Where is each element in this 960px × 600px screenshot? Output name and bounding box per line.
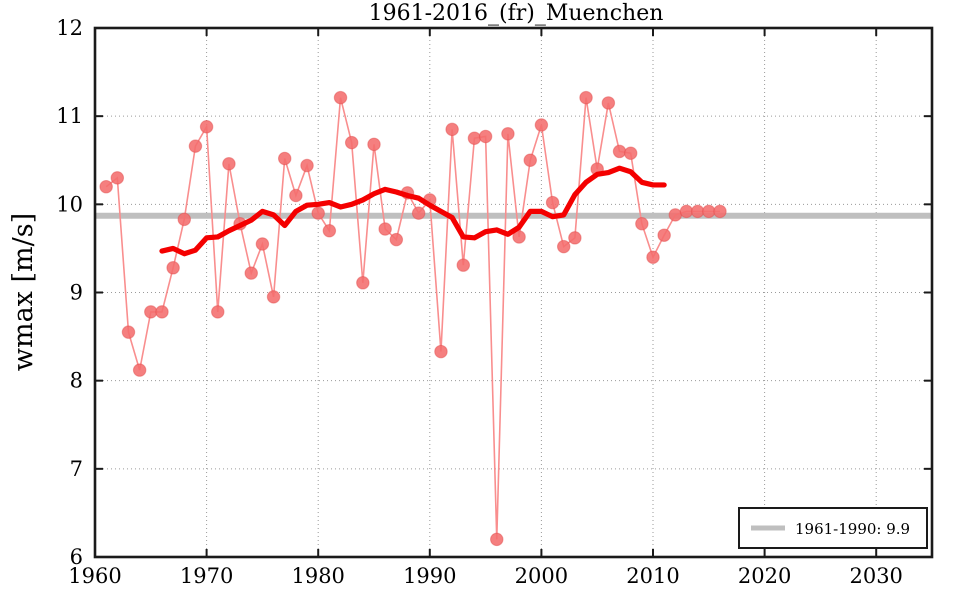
data-point-marker [579, 90, 593, 105]
y-tick-label: 12 [56, 16, 83, 40]
x-tick-label: 2010 [626, 564, 679, 588]
data-point-marker [657, 228, 671, 242]
data-point-marker [144, 305, 158, 319]
y-tick-label: 9 [70, 281, 83, 305]
data-point-marker [188, 139, 203, 153]
data-point-marker [501, 127, 515, 141]
chart-title: 1961-2016_(fr)_Muenchen [369, 1, 664, 26]
y-tick-label: 8 [70, 369, 83, 393]
data-point-marker [121, 325, 136, 339]
data-point-marker [166, 261, 180, 275]
data-point-marker [490, 532, 504, 547]
data-point-marker [467, 131, 482, 145]
data-point-marker [478, 129, 493, 144]
data-point-marker [545, 195, 560, 210]
data-point-marker [333, 90, 348, 105]
annual-series-markers [99, 90, 727, 547]
data-point-marker [266, 290, 281, 304]
axis-tick-labels: 1960 1970 1980 1990 2000 2010 2020 2030 6 7 8 9 10 11… [56, 16, 903, 588]
data-point-marker [568, 231, 582, 245]
y-tick-label: 10 [56, 192, 83, 216]
y-tick-label: 11 [56, 104, 83, 128]
x-tick-label: 1970 [180, 564, 233, 588]
data-point-marker [356, 276, 370, 290]
data-point-marker [690, 204, 705, 219]
data-point-marker [668, 208, 683, 222]
data-point-marker [311, 206, 325, 220]
gridlines [95, 28, 932, 557]
data-point-marker [612, 144, 627, 159]
data-point-marker [635, 216, 649, 231]
data-point-marker [523, 153, 537, 168]
plot-area-background [95, 28, 932, 557]
axis-ticks [94, 27, 932, 558]
chart-legend[interactable]: 1961-1990: 9.9 [738, 507, 928, 549]
legend-label: 1961-1990: 9.9 [795, 520, 910, 538]
data-point-marker [534, 118, 549, 132]
x-tick-label: 2020 [738, 564, 791, 588]
y-tick-label: 6 [70, 545, 83, 569]
data-point-marker [434, 344, 448, 359]
data-point-marker [601, 96, 616, 110]
data-point-marker [702, 204, 716, 219]
data-point-marker [679, 204, 694, 219]
smoothed-trend-line [159, 165, 667, 257]
data-point-marker [244, 266, 258, 280]
data-point-marker [646, 250, 660, 264]
data-point-marker [222, 157, 236, 171]
data-point-marker [155, 305, 169, 319]
smoothed-trend-polyline [159, 165, 667, 257]
data-point-marker [211, 305, 225, 319]
annual-series-line [105, 97, 720, 540]
data-point-marker [389, 232, 404, 247]
x-tick-label: 1960 [68, 564, 121, 588]
annual-series-polyline [105, 97, 720, 540]
data-point-marker [110, 171, 125, 185]
data-point-marker [177, 212, 192, 227]
data-point-marker [289, 188, 303, 203]
data-point-marker [623, 146, 638, 160]
data-point-marker [199, 120, 214, 134]
data-point-marker [255, 237, 270, 251]
data-point-marker [344, 135, 359, 150]
data-point-marker [512, 230, 526, 244]
data-point-marker [411, 206, 426, 220]
data-point-marker [300, 158, 314, 173]
data-point-marker [556, 239, 571, 254]
x-tick-label: 2000 [515, 564, 568, 588]
x-tick-label: 2030 [849, 564, 902, 588]
y-tick-label: 7 [70, 457, 83, 481]
data-point-marker [132, 363, 147, 377]
y-axis-label: wmax [m/s] [8, 213, 39, 371]
data-point-marker [367, 137, 381, 152]
data-point-marker [713, 204, 727, 219]
x-tick-label: 1990 [403, 564, 456, 588]
data-point-marker [99, 179, 113, 194]
data-point-marker [445, 122, 459, 137]
data-point-marker [456, 258, 471, 272]
x-tick-label: 1980 [291, 564, 344, 588]
data-point-marker [277, 151, 292, 166]
data-point-marker [322, 224, 337, 238]
data-point-marker [378, 222, 392, 236]
